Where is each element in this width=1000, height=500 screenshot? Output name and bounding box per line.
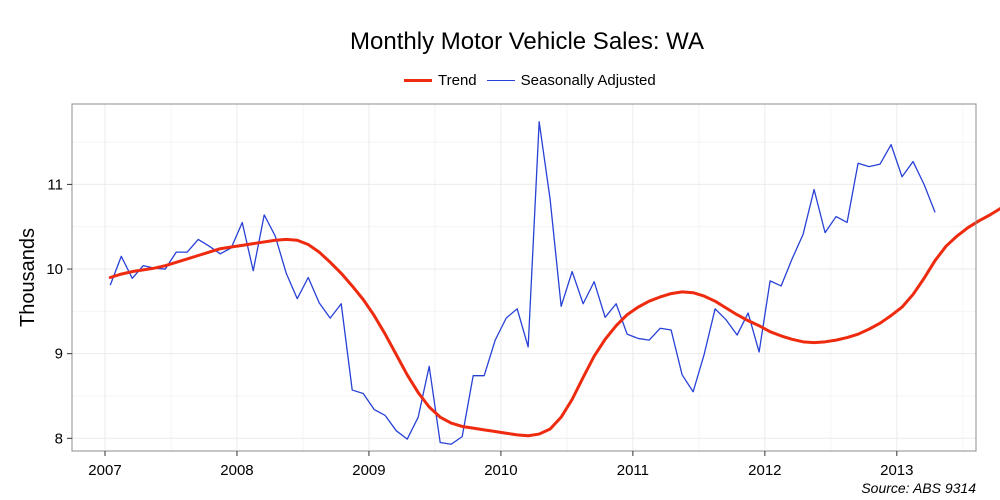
legend-label-seasonally-adjusted: Seasonally Adjusted [520, 72, 656, 89]
x-tick-label: 2009 [352, 462, 385, 479]
source-note: Source: ABS 9314 [861, 480, 976, 496]
x-tick-label: 2011 [617, 462, 649, 479]
y-tick-label: 9 [55, 346, 63, 363]
x-tick-label: 2013 [880, 462, 913, 479]
y-axis-title: Thousands [17, 228, 39, 327]
y-tick-label: 10 [46, 261, 63, 278]
plot-border [71, 103, 977, 452]
legend-label-trend: Trend [438, 72, 477, 89]
x-tick-label: 2012 [748, 462, 781, 479]
x-tick-label: 2007 [88, 462, 121, 479]
series-line-trend [108, 206, 1000, 438]
plot-panel [72, 104, 976, 451]
legend-item-trend: Trend [404, 72, 477, 89]
series-line-seasonally-adjusted [109, 121, 936, 445]
legend-swatch-trend [404, 79, 432, 82]
y-tick-label: 11 [47, 176, 63, 193]
y-tick-label: 8 [55, 430, 63, 447]
x-tick-label: 2010 [484, 462, 517, 479]
legend-swatch-seasonally-adjusted [486, 80, 515, 81]
legend: Trend Seasonally Adjusted [404, 72, 666, 89]
legend-item-seasonally-adjusted: Seasonally Adjusted [486, 72, 656, 89]
chart-title: Monthly Motor Vehicle Sales: WA [350, 28, 704, 55]
x-tick-label: 2008 [220, 462, 253, 479]
